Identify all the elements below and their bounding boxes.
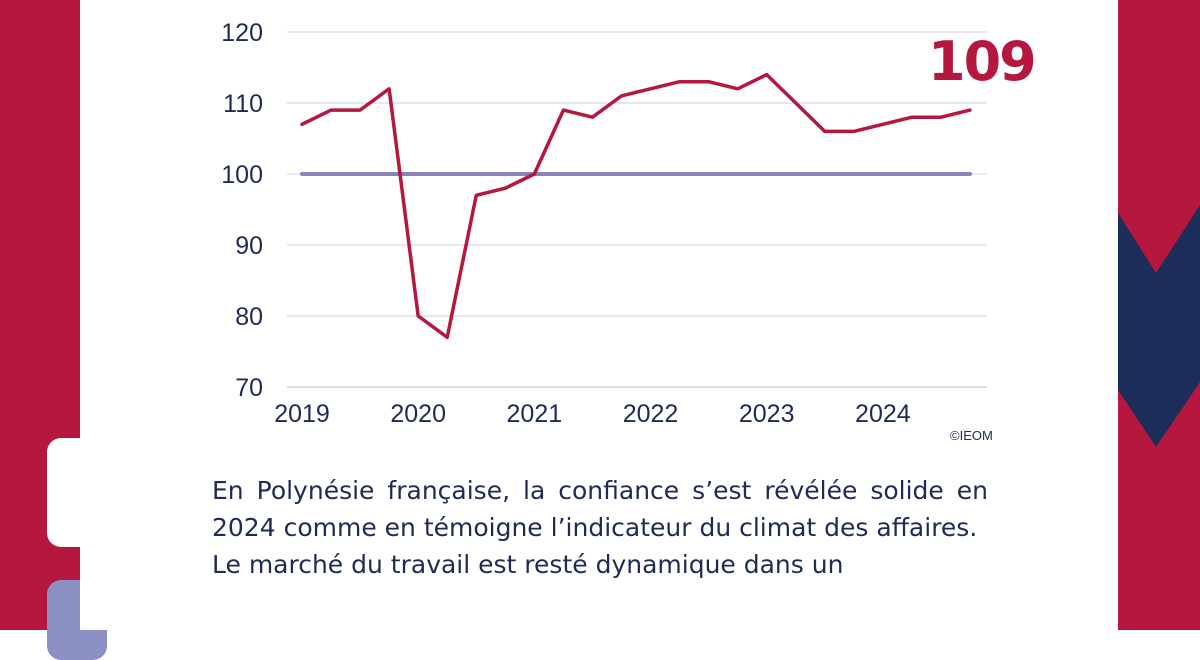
x-tick-label: 2019 xyxy=(274,400,330,428)
x-tick-label: 2023 xyxy=(739,400,795,428)
x-tick-label: 2022 xyxy=(623,400,679,428)
y-tick-label: 100 xyxy=(221,161,263,189)
y-tick-label: 90 xyxy=(235,232,263,260)
x-tick-label: 2021 xyxy=(507,400,563,428)
paragraph: En Polynésie française, la confiance s’e… xyxy=(212,472,988,546)
y-tick-label: 120 xyxy=(221,19,263,47)
latest-value-label: 109 xyxy=(928,30,1035,93)
climate-index-line xyxy=(302,75,970,338)
y-tick-label: 80 xyxy=(235,303,263,331)
x-tick-label: 2024 xyxy=(855,400,911,428)
y-tick-label: 110 xyxy=(223,90,263,118)
x-tick-label: 2020 xyxy=(390,400,446,428)
body-text: En Polynésie française, la confiance s’e… xyxy=(212,472,988,583)
y-tick-label: 70 xyxy=(235,374,263,402)
copyright-label: ©IEOM xyxy=(950,428,993,443)
paragraph: Le marché du travail est resté dynamique… xyxy=(212,546,988,583)
